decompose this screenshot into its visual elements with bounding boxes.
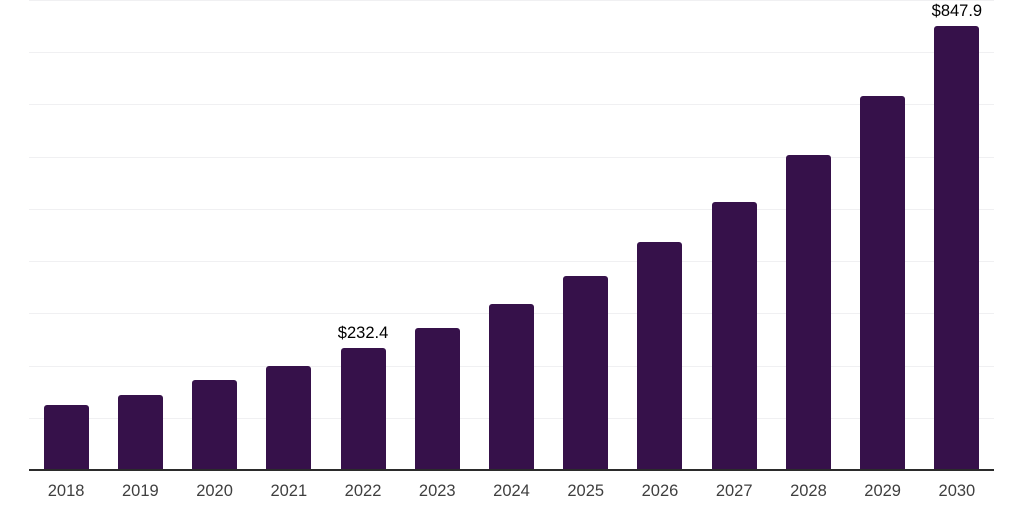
x-tick-label-2023: 2023: [418, 482, 456, 500]
gridline-500: [29, 208, 994, 210]
data-label-2022: $232.4: [337, 323, 389, 342]
bar-2025[interactable]: [563, 275, 609, 469]
bar-2019[interactable]: [117, 394, 163, 469]
x-tick-label-2025: 2025: [567, 482, 605, 500]
bar-2018[interactable]: [43, 405, 89, 469]
gridline-800: [29, 52, 994, 54]
bar-2022[interactable]: [340, 347, 386, 469]
gridline-600: [29, 156, 994, 158]
x-tick-label-2026: 2026: [641, 482, 679, 500]
gridline-400: [29, 261, 994, 263]
gridline-900: [29, 0, 994, 1]
bar-2021[interactable]: [266, 366, 312, 469]
data-label-2030: $847.9: [931, 2, 983, 21]
x-tick-label-2024: 2024: [493, 482, 530, 500]
bar-2026[interactable]: [637, 242, 683, 469]
x-tick-label-2030: 2030: [938, 482, 976, 500]
plot-area: 2018 2019 2020 2021 $232.4 2022 2023 2024 2025 20…: [29, 0, 994, 500]
x-axis-line: [29, 469, 994, 471]
bar-2029[interactable]: [860, 96, 906, 469]
x-tick-label-2021: 2021: [270, 482, 308, 500]
x-tick-label-2018: 2018: [47, 482, 85, 500]
bar-2027[interactable]: [711, 201, 757, 469]
x-tick-label-2028: 2028: [790, 482, 827, 500]
x-tick-label-2027: 2027: [715, 482, 753, 500]
x-tick-label-2022: 2022: [344, 482, 382, 500]
bar-2023[interactable]: [414, 327, 460, 469]
x-tick-label-2029: 2029: [864, 482, 901, 500]
gridline-700: [29, 104, 994, 106]
x-tick-label-2020: 2020: [196, 482, 233, 500]
bar-2020[interactable]: [192, 380, 238, 469]
bar-2030[interactable]: [934, 26, 980, 469]
bar-2028[interactable]: [785, 154, 831, 469]
bar-2024[interactable]: [489, 303, 534, 469]
x-tick-label-2019: 2019: [121, 482, 159, 500]
